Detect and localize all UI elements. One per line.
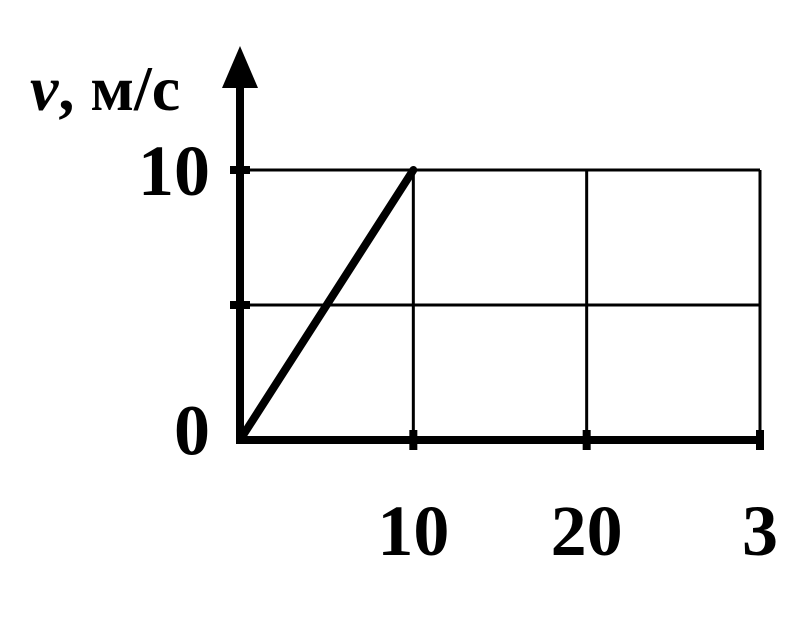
y-axis-label: v, м/с xyxy=(30,53,180,124)
y-tick-label: 10 xyxy=(138,131,210,211)
x-tick-label: 3 xyxy=(742,491,778,571)
origin-label: 0 xyxy=(174,390,210,470)
x-tick-label: 20 xyxy=(551,491,623,571)
x-tick-label: 10 xyxy=(377,491,449,571)
velocity-time-chart: v, м/с10010203 xyxy=(0,0,807,625)
